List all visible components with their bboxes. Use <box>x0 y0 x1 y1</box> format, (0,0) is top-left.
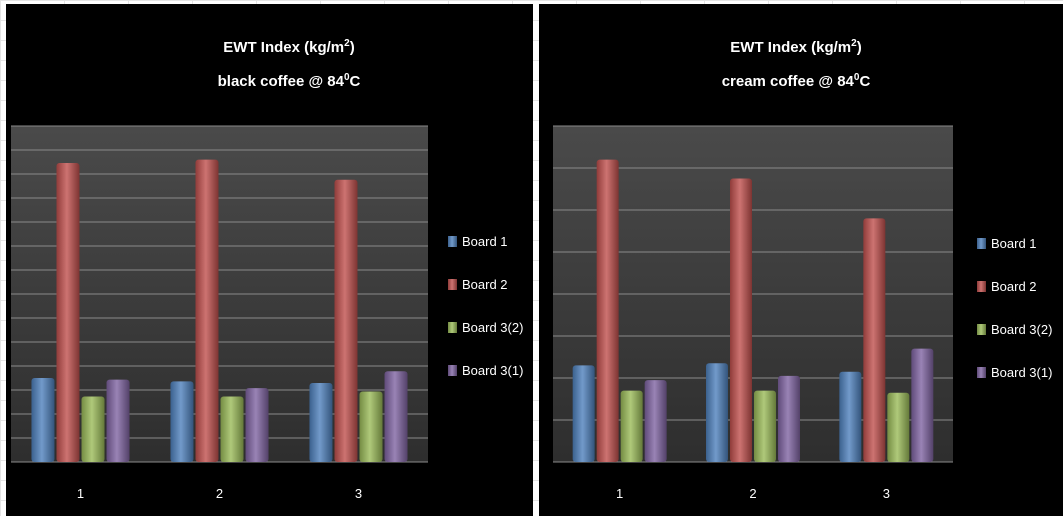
legend-label: Board 2 <box>462 277 508 292</box>
bar-board-3-2--cat-2 <box>754 390 776 462</box>
legend-swatch <box>448 322 457 333</box>
legend-swatch <box>448 236 457 247</box>
bar-board-3-1--cat-3 <box>384 371 408 462</box>
bar-board-3-1--cat-2 <box>778 375 800 462</box>
legend-swatch <box>977 324 986 335</box>
bar-board-3-1--cat-3 <box>911 348 934 462</box>
legend-label: Board 3(1) <box>991 365 1052 380</box>
bar-board-3-1--cat-1 <box>106 379 130 462</box>
chart-panel-black-coffee[interactable]: EWT Index (kg/m2) black coffee @ 840C 1 2 3 B… <box>6 4 533 516</box>
bar-board-1-cat-3 <box>309 383 333 462</box>
bar-board-3-2--cat-3 <box>887 392 910 462</box>
x-tick-label: 2 <box>216 486 223 501</box>
bar-board-3-2--cat-1 <box>81 396 105 462</box>
legend-swatch <box>977 367 986 378</box>
legend-label: Board 3(1) <box>462 363 523 378</box>
bar-board-3-2--cat-3 <box>359 391 383 462</box>
legend-label: Board 1 <box>991 236 1037 251</box>
bar-board-2-cat-1 <box>56 162 80 462</box>
bar-board-2-cat-3 <box>334 179 358 462</box>
legend-swatch <box>977 238 986 249</box>
x-tick-label: 3 <box>355 486 362 501</box>
bar-board-2-cat-2 <box>195 159 219 462</box>
x-tick-label: 2 <box>749 486 756 501</box>
bar-board-2-cat-1 <box>596 159 619 462</box>
x-tick-label: 1 <box>616 486 623 501</box>
bar-board-2-cat-3 <box>863 218 886 462</box>
x-tick-label: 1 <box>77 486 84 501</box>
bar-board-1-cat-2 <box>706 363 728 462</box>
bar-board-1-cat-2 <box>170 381 194 462</box>
legend-label: Board 3(2) <box>462 320 523 335</box>
x-tick-label: 3 <box>883 486 890 501</box>
chart-black-coffee: EWT Index (kg/m2) black coffee @ 840C 1 2 3 B… <box>11 38 523 501</box>
legend-swatch <box>448 279 457 290</box>
bar-board-3-1--cat-1 <box>644 380 667 462</box>
legend-label: Board 3(2) <box>991 322 1052 337</box>
legend-swatch <box>977 281 986 292</box>
bar-board-1-cat-3 <box>839 371 862 462</box>
legend-swatch <box>448 365 457 376</box>
bar-board-2-cat-2 <box>730 178 752 462</box>
chart-title: EWT Index (kg/m2) <box>223 38 354 56</box>
chart-subtitle: black coffee @ 840C <box>218 72 361 90</box>
legend-label: Board 1 <box>462 234 508 249</box>
chart-panel-cream-coffee[interactable]: EWT Index (kg/m2) cream coffee @ 840C 1 2 3 B… <box>539 4 1063 516</box>
bar-board-3-2--cat-2 <box>220 396 244 462</box>
bar-board-1-cat-1 <box>572 365 595 462</box>
bar-board-3-2--cat-1 <box>620 390 643 462</box>
chart-title: EWT Index (kg/m2) <box>730 38 861 56</box>
chart-subtitle: cream coffee @ 840C <box>722 72 871 90</box>
bar-board-1-cat-1 <box>31 378 55 462</box>
bar-board-3-1--cat-2 <box>245 388 269 462</box>
legend-label: Board 2 <box>991 279 1037 294</box>
chart-cream-coffee: EWT Index (kg/m2) cream coffee @ 840C 1 2 3 B… <box>553 38 1052 501</box>
